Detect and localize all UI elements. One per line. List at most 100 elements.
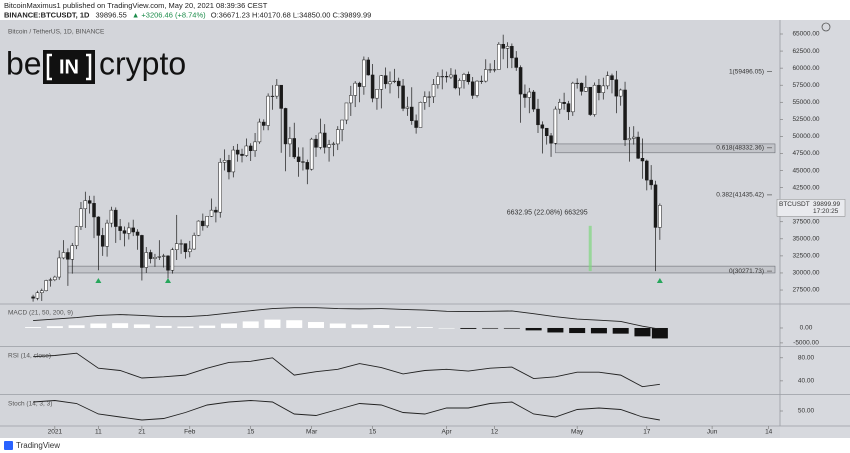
- fib-label: 0(30271.73): [729, 268, 764, 275]
- candle-body: [279, 84, 283, 109]
- candle-body: [427, 96, 431, 98]
- macd-histogram-bar: [503, 327, 520, 329]
- candle-body: [318, 132, 323, 148]
- candle-body: [410, 106, 414, 121]
- candle-body: [627, 138, 632, 141]
- candle-body: [292, 138, 296, 158]
- publish-info: BitcoinMaximus1 published on TradingView…: [4, 1, 268, 10]
- candle-body: [118, 226, 122, 231]
- candle-body: [257, 121, 262, 143]
- footer-brand: TradingView: [16, 441, 60, 450]
- macd-histogram-bar: [25, 327, 42, 328]
- candle-body: [388, 81, 392, 85]
- candle-body: [362, 59, 366, 87]
- candle-body: [174, 243, 179, 250]
- candle-body: [462, 74, 466, 81]
- candle-body: [549, 135, 553, 144]
- candle-body: [144, 252, 148, 268]
- candle-body: [153, 257, 157, 259]
- candle-body: [40, 290, 44, 294]
- candle-body: [66, 252, 70, 260]
- candle-body: [344, 102, 349, 121]
- candle-body: [214, 209, 218, 213]
- chart-title: Bitcoin / TetherUS, 1D, BINANCE: [8, 29, 105, 36]
- macd-histogram-bar: [612, 327, 629, 334]
- candle-body: [222, 160, 227, 163]
- y-tick-label: 45000.00: [792, 167, 819, 174]
- candle-body: [405, 106, 410, 109]
- candle-body: [296, 156, 301, 162]
- y-tick-label: -5000.00: [793, 340, 819, 347]
- candle-body: [510, 46, 514, 59]
- macd-histogram-bar: [155, 325, 172, 328]
- y-tick-label: 50.00: [798, 408, 815, 415]
- candle-body: [484, 69, 488, 82]
- ohlc-values: O:36671.23 H:40170.68 L:34850.00 C:39899…: [211, 10, 372, 19]
- candle-body: [457, 80, 462, 89]
- macd-histogram-bar: [460, 327, 477, 329]
- currency-circle: [821, 22, 831, 32]
- candle-body: [270, 95, 275, 97]
- candle-body: [231, 149, 236, 173]
- macd-histogram-bar: [373, 325, 390, 328]
- candle-body: [571, 82, 575, 113]
- candle-body: [157, 256, 162, 258]
- y-tick-label: 60000.00: [792, 65, 819, 72]
- last-price-timer: 17:20:25: [813, 208, 839, 215]
- pane-title: Stoch (14, 3, 3): [8, 401, 52, 408]
- candle-body: [431, 84, 436, 98]
- candle-body: [544, 127, 549, 136]
- candle-body: [309, 138, 314, 170]
- candle-body: [122, 230, 127, 234]
- candle-body: [227, 160, 231, 173]
- y-tick-label: 80.00: [798, 355, 815, 362]
- candle-body: [166, 255, 170, 271]
- macd-histogram-bar: [395, 326, 412, 328]
- candle-body: [131, 227, 135, 233]
- macd-histogram-bar: [220, 323, 237, 328]
- macd-histogram-bar: [525, 327, 542, 331]
- candle-body: [566, 103, 571, 113]
- candle-body: [584, 87, 588, 92]
- candle-body: [475, 80, 479, 96]
- candle-body: [440, 76, 444, 78]
- fib-label: 0.382(41435.42): [716, 192, 764, 199]
- candle-body: [170, 249, 175, 271]
- candle-body: [114, 209, 118, 227]
- candle-body: [375, 89, 379, 99]
- candle-body: [349, 95, 353, 104]
- macd-histogram-bar: [416, 327, 433, 328]
- candle-body: [109, 209, 114, 224]
- macd-histogram-bar: [482, 327, 499, 329]
- candle-body: [423, 96, 427, 103]
- candle-body: [179, 243, 183, 245]
- macd-histogram-bar: [90, 323, 107, 328]
- candle-body: [262, 121, 266, 126]
- fib-zone: [555, 143, 776, 154]
- x-tick-label: Mar: [306, 429, 318, 436]
- candle-body: [497, 43, 501, 70]
- candle-body: [218, 162, 222, 213]
- candle-body: [466, 74, 471, 83]
- x-tick-label: Jun: [707, 429, 718, 436]
- candle-body: [31, 296, 35, 299]
- x-tick-label: 2021: [48, 429, 63, 436]
- candle-body: [518, 67, 523, 95]
- candle-body: [353, 82, 357, 96]
- candle-body: [92, 203, 96, 218]
- candle-body: [148, 252, 153, 259]
- candle-body: [100, 235, 105, 247]
- y-tick-label: 55000.00: [792, 99, 819, 106]
- chart-background: [0, 20, 850, 438]
- candle-body: [579, 82, 584, 92]
- candle-body: [649, 179, 653, 186]
- indicator-line: [33, 352, 660, 388]
- candle-body: [240, 153, 244, 156]
- candle-body: [601, 85, 606, 93]
- last-price-symbol: BTCUSDT: [779, 201, 810, 208]
- last-price-tag: [776, 199, 846, 217]
- candle-body: [540, 124, 545, 129]
- candle-body: [235, 149, 240, 155]
- candle-body: [322, 132, 327, 148]
